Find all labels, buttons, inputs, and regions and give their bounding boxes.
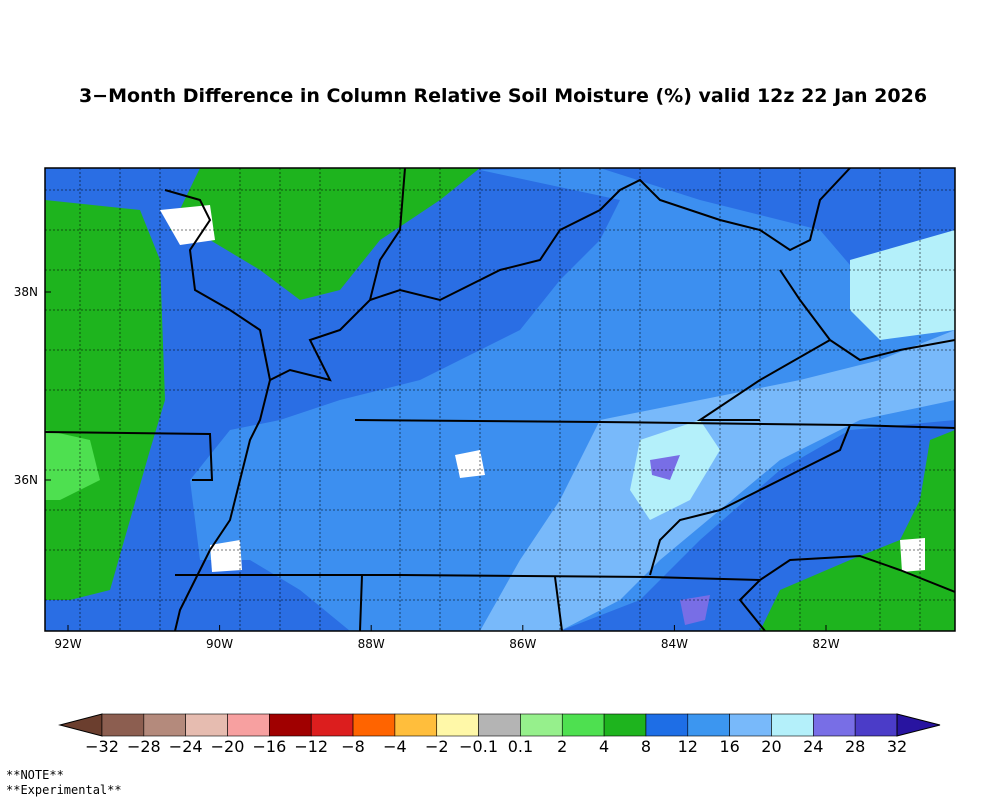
lon-label: 84W (661, 637, 688, 651)
colorbar-label: 12 (678, 737, 698, 756)
colorbar-arrow (58, 713, 103, 737)
colorbar-label: 32 (887, 737, 907, 756)
region (850, 230, 955, 340)
colorbar: −32 −28 −24 −20 −16 −12 −8 −4 −2 −0.1 0.1 2 4 8 12 16 20… (58, 713, 941, 756)
colorbar-label: 2 (557, 737, 567, 756)
lon-label: 92W (54, 637, 81, 651)
colorbar-arrow (896, 713, 941, 737)
region (190, 168, 955, 631)
colorbar-label: 0.1 (508, 737, 533, 756)
colorbar-box (436, 713, 479, 737)
colorbar-label: −8 (341, 737, 365, 756)
map: 38N 36N 92W 90W 88W 86W 84W 82W (14, 167, 956, 651)
colorbar-box (310, 713, 354, 737)
colorbar-label: 8 (641, 737, 651, 756)
colorbar-box (394, 713, 438, 737)
colorbar-box (101, 713, 145, 737)
colorbar-label: −16 (252, 737, 286, 756)
colorbar-box (645, 713, 689, 737)
note: **Experimental** (6, 783, 122, 797)
colorbar-label: 4 (599, 737, 609, 756)
missing-data (160, 205, 215, 245)
colorbar-label: −24 (169, 737, 203, 756)
lon-labels: 92W 90W 88W 86W 84W 82W (54, 625, 840, 651)
state-borders (45, 168, 955, 631)
colorbar-box (813, 713, 856, 737)
lat-labels: 38N 36N (14, 285, 51, 487)
colorbar-box (561, 713, 605, 737)
colorbar-label: −0.1 (459, 737, 498, 756)
region (760, 430, 955, 631)
note: **NOTE** (6, 768, 64, 782)
colorbar-label: −28 (127, 737, 161, 756)
colorbar-box (185, 713, 228, 737)
colorbar-box (227, 713, 270, 737)
colorbar-label: 24 (803, 737, 823, 756)
missing-data (210, 540, 242, 572)
colorbar-box (729, 713, 772, 737)
region (680, 595, 710, 625)
colorbar-box (478, 713, 521, 737)
region (650, 455, 680, 480)
lon-label: 82W (812, 637, 839, 651)
colorbar-label: 28 (845, 737, 865, 756)
lon-label: 90W (206, 637, 233, 651)
colorbar-label: 16 (719, 737, 739, 756)
colorbar-box (352, 713, 396, 737)
colorbar-box (854, 713, 898, 737)
colorbar-label: −4 (383, 737, 407, 756)
lon-label: 86W (509, 637, 536, 651)
region (480, 330, 955, 631)
colorbar-box (771, 713, 814, 737)
colorbar-box (687, 713, 730, 737)
lat-label: 38N (14, 285, 38, 299)
colorbar-label: −12 (294, 737, 328, 756)
missing-data (900, 538, 925, 572)
lon-label: 88W (358, 637, 385, 651)
title: 3−Month Difference in Column Relative So… (79, 85, 927, 107)
colorbar-box (520, 713, 563, 737)
colorbar-label: −20 (211, 737, 245, 756)
lat-label: 36N (14, 473, 38, 487)
colorbar-box (269, 713, 312, 737)
region (45, 430, 100, 500)
map-frame (44, 167, 956, 632)
colorbar-label: −2 (425, 737, 449, 756)
colorbar-label: 20 (761, 737, 781, 756)
missing-data (455, 450, 485, 478)
colorbar-label: −32 (85, 737, 119, 756)
colorbar-box (143, 713, 186, 737)
colorbar-box (603, 713, 647, 737)
region (45, 200, 165, 600)
